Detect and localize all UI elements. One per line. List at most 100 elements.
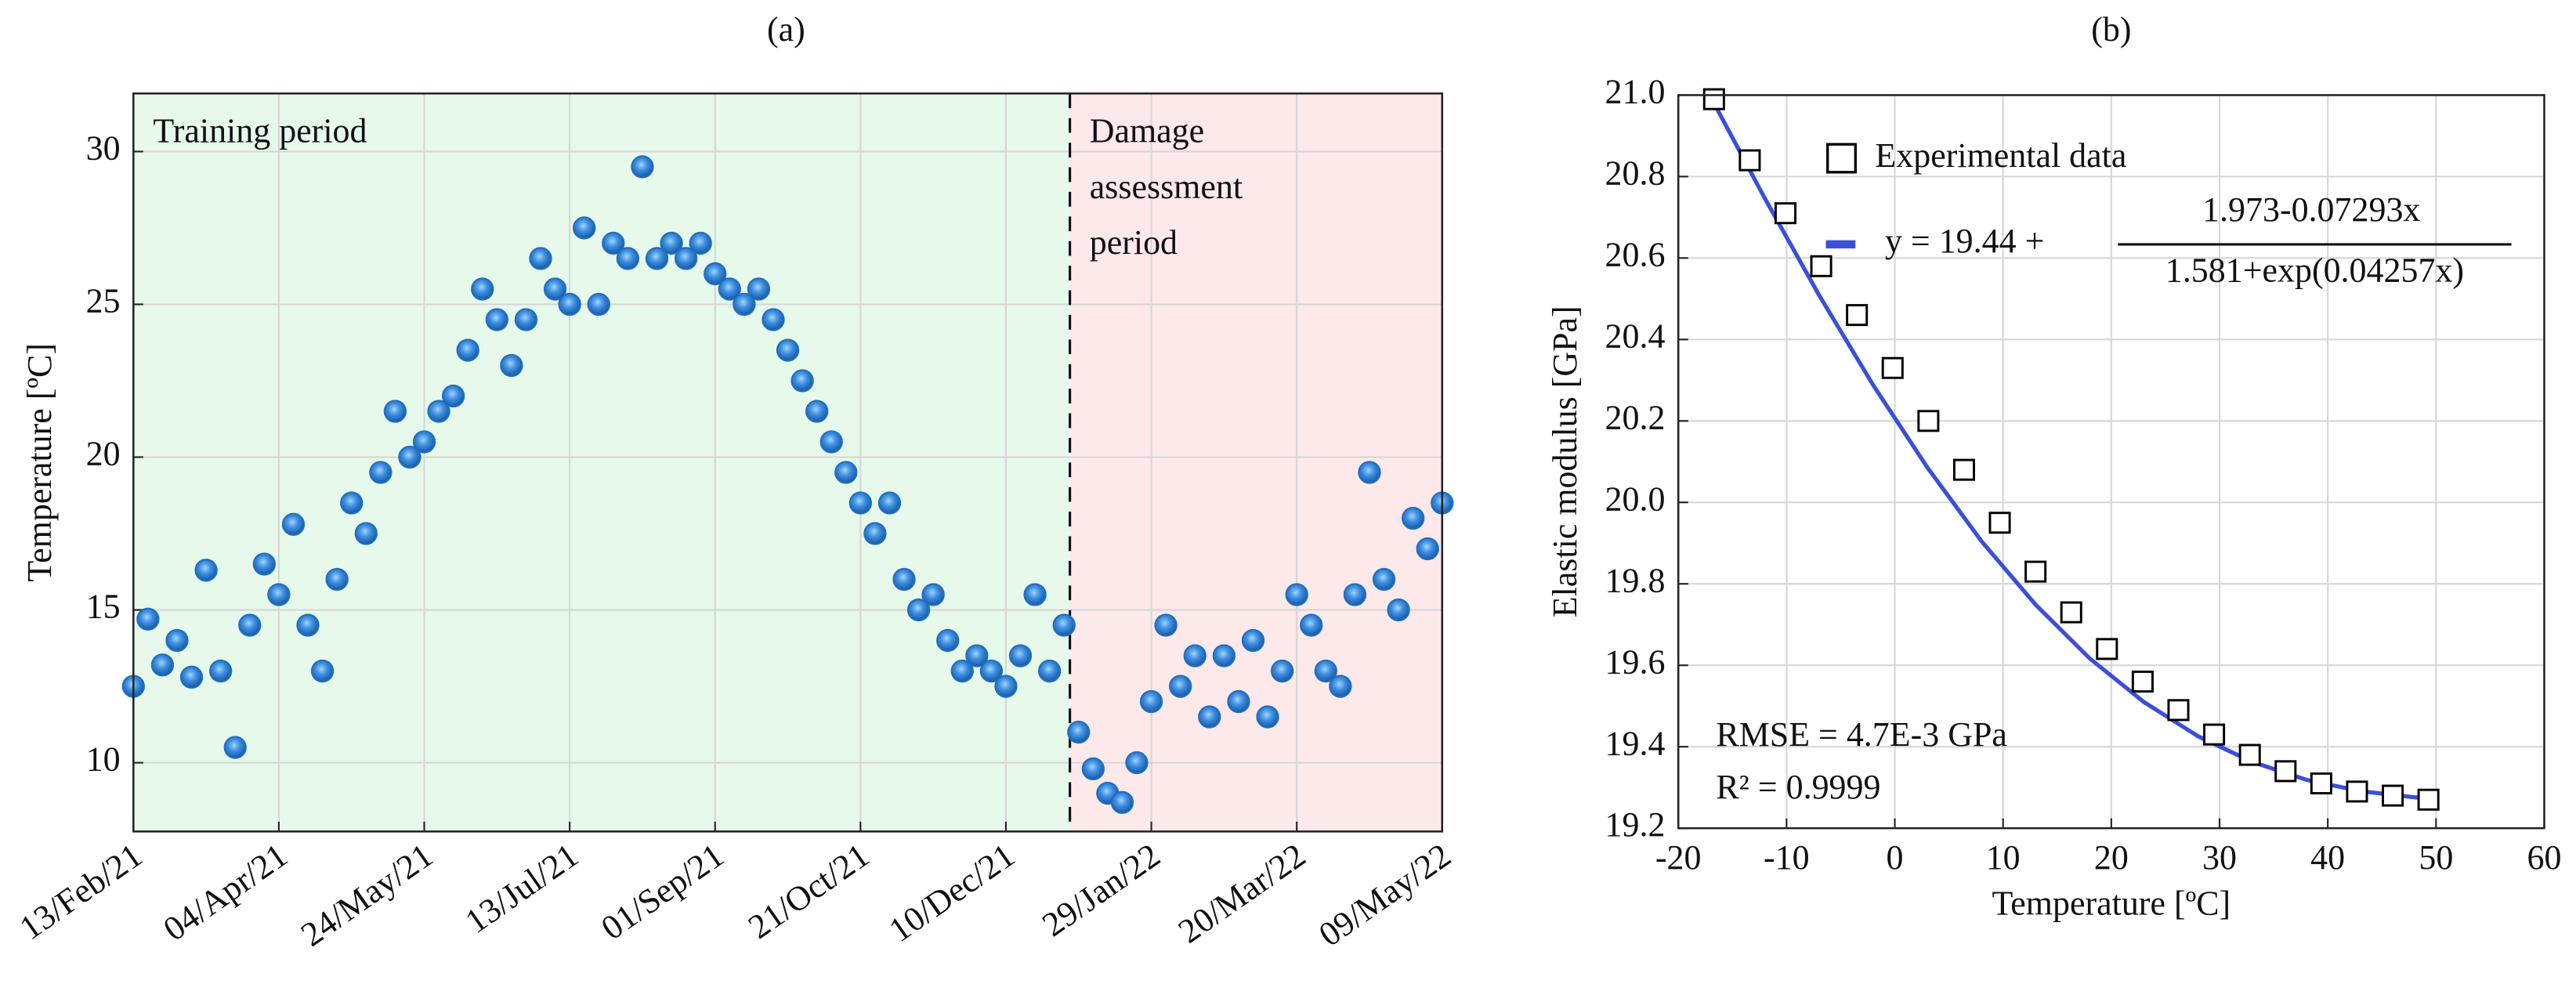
data-point — [383, 400, 407, 423]
data-point — [718, 277, 741, 301]
data-marker — [2024, 560, 2047, 583]
period-label: period — [1090, 223, 1178, 262]
data-marker — [2238, 743, 2261, 766]
x-tick-label: -20 — [1655, 838, 1702, 877]
data-point — [1067, 720, 1091, 744]
y-tick-label: 20.8 — [1605, 154, 1666, 192]
data-point — [994, 675, 1018, 698]
y-tick-label: 25 — [86, 282, 121, 320]
data-marker — [1917, 410, 1940, 432]
data-point — [1081, 757, 1105, 781]
data-point — [1241, 628, 1265, 653]
x-tick-label: 50 — [2419, 838, 2453, 877]
data-point — [529, 247, 552, 270]
x-tick-label: 60 — [2527, 838, 2562, 877]
x-tick-label: 09/May/22 — [1312, 836, 1458, 954]
data-point — [500, 353, 523, 378]
data-point — [267, 583, 291, 606]
data-marker — [1774, 202, 1797, 225]
data-point — [252, 552, 276, 576]
data-point — [762, 308, 785, 331]
data-point — [747, 277, 771, 301]
data-point — [281, 512, 306, 536]
x-axis-label: Temperature [ºC] — [1992, 885, 2231, 923]
data-point — [543, 277, 567, 301]
data-point — [1212, 644, 1236, 667]
x-tick-label: 10 — [1986, 838, 2021, 877]
data-point — [1358, 461, 1381, 484]
data-point — [1401, 506, 1425, 530]
x-tick-label: 01/Sep/21 — [594, 836, 730, 947]
data-point — [965, 644, 989, 667]
data-point — [674, 247, 698, 270]
data-marker — [2274, 760, 2297, 783]
x-tick-label: 21/Oct/21 — [741, 836, 876, 946]
data-marker — [1702, 88, 1725, 110]
data-point — [834, 461, 858, 484]
data-point — [776, 338, 800, 362]
data-point — [892, 567, 916, 591]
period-label: Damage — [1090, 112, 1204, 150]
data-marker — [1810, 255, 1833, 277]
data-marker — [2167, 699, 2190, 722]
legend-label: Experimental data — [1875, 136, 2126, 175]
x-tick-label: 40 — [2310, 838, 2345, 877]
data-point — [398, 445, 421, 469]
data-point — [1285, 583, 1308, 606]
period-shade — [133, 93, 1070, 832]
data-point — [1169, 675, 1192, 698]
data-point — [150, 653, 175, 677]
data-marker — [2382, 784, 2404, 807]
data-point — [325, 567, 349, 591]
data-point — [921, 583, 945, 606]
data-point — [819, 430, 843, 454]
data-point — [645, 247, 669, 270]
x-tick-label: -10 — [1764, 838, 1810, 877]
data-point — [616, 247, 640, 270]
x-tick-label: 29/Jan/22 — [1035, 836, 1167, 944]
data-point — [1110, 790, 1134, 814]
data-point — [223, 736, 247, 759]
data-point — [1270, 659, 1294, 683]
x-tick-label: 10/Dec/21 — [882, 836, 1022, 950]
data-point — [1139, 689, 1163, 714]
data-point — [1372, 567, 1396, 591]
data-point — [136, 607, 160, 631]
data-point — [1052, 613, 1076, 637]
x-tick-label: 20 — [2094, 838, 2129, 877]
data-point — [456, 338, 479, 362]
data-point — [1256, 705, 1279, 729]
data-point — [194, 559, 218, 582]
data-marker — [1988, 512, 2011, 534]
data-point — [950, 659, 974, 683]
legend-label: 1.973-0.07293x — [2202, 190, 2420, 229]
data-point — [573, 216, 596, 240]
data-point — [660, 231, 683, 255]
data-point — [733, 292, 756, 317]
x-tick-label: 24/May/21 — [294, 836, 440, 954]
annotation: RMSE = 4.7E-3 GPa — [1716, 715, 2007, 754]
data-marker — [2346, 780, 2368, 803]
legend-marker — [1826, 143, 1857, 174]
panel-title: (a) — [767, 10, 805, 49]
data-marker — [1846, 304, 1869, 327]
data-point — [1300, 613, 1323, 637]
data-point — [340, 491, 364, 515]
x-tick-label: 0 — [1887, 838, 1904, 877]
data-point — [1198, 705, 1221, 729]
data-point — [354, 522, 378, 545]
data-point — [1023, 583, 1047, 606]
data-point — [906, 598, 931, 622]
data-point — [165, 628, 189, 653]
data-point — [238, 613, 262, 637]
data-point — [863, 522, 887, 545]
data-point — [441, 384, 465, 408]
data-marker — [1881, 356, 1904, 379]
x-tick-label: 20/Mar/22 — [1171, 836, 1312, 951]
y-tick-label: 15 — [86, 588, 121, 626]
y-tick-label: 10 — [86, 740, 121, 779]
data-point — [369, 461, 393, 484]
y-tick-label: 20.2 — [1605, 398, 1666, 436]
y-tick-label: 20.6 — [1605, 235, 1666, 273]
